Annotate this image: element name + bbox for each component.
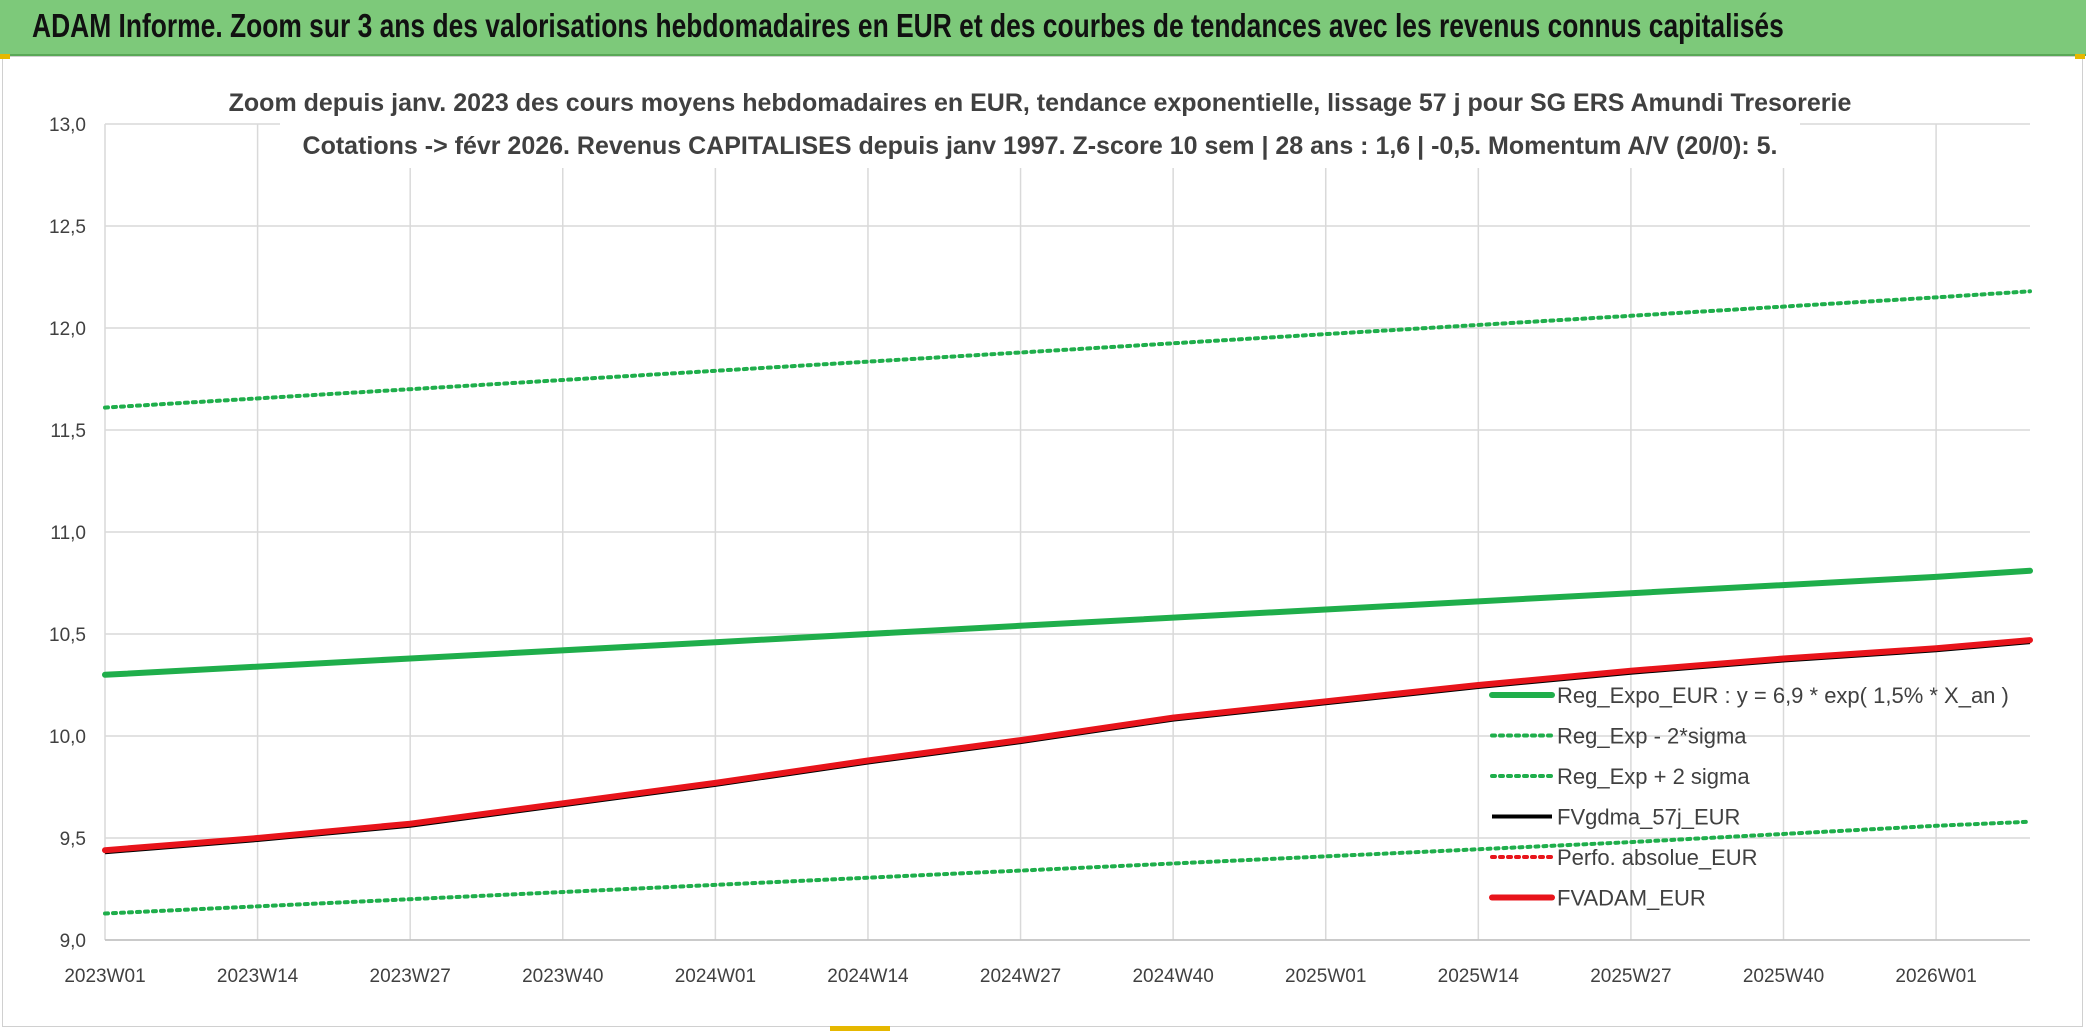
grid-layer [104, 123, 2030, 941]
legend-label-0: Reg_Expo_EUR : y = 6,9 * exp( 1,5% * X_a… [1557, 683, 2009, 708]
chart-legend: Reg_Expo_EUR : y = 6,9 * exp( 1,5% * X_a… [1489, 683, 2009, 911]
report-banner: ADAM Informe. Zoom sur 3 ans des valoris… [0, 0, 2086, 56]
legend-label-4: Perfo. absolue_EUR [1557, 845, 1758, 870]
y-tick-label: 11,0 [50, 523, 86, 544]
y-tick-label: 10,5 [49, 625, 86, 646]
series-line-2 [103, 289, 2032, 410]
legend-label-1: Reg_Exp - 2*sigma [1557, 724, 1747, 749]
x-tick-label: 2024W40 [1132, 966, 1213, 987]
x-tick-label: 2025W01 [1285, 966, 1366, 987]
x-tick-label: 2023W14 [217, 966, 299, 987]
chart-frame [2, 56, 2083, 1027]
series-line-5 [102, 637, 2033, 854]
x-tick-label: 2025W14 [1438, 966, 1520, 987]
title-background [280, 76, 1800, 168]
legend-label-3: FVgdma_57j_EUR [1557, 805, 1740, 830]
x-tick-label: 2024W01 [675, 966, 756, 987]
series-layer [102, 289, 2033, 916]
x-tick-label: 2025W40 [1743, 966, 1824, 987]
y-tick-label: 13,0 [49, 115, 86, 136]
x-tick-label: 2024W14 [827, 966, 909, 987]
legend-label-2: Reg_Exp + 2 sigma [1557, 764, 1750, 789]
x-tick-label: 2023W27 [370, 966, 451, 987]
chart-title-block: Zoom depuis janv. 2023 des cours moyens … [229, 76, 1852, 168]
x-tick-label: 2025W27 [1590, 966, 1671, 987]
y-tick-label: 11,5 [50, 421, 86, 442]
report-title: ADAM Informe. Zoom sur 3 ans des valoris… [32, 7, 1784, 44]
axis-layer: 9,0 9,5 10,0 10,5 11,0 11,5 12,0 12,5 13,0 2023W0… [49, 115, 2030, 987]
y-tick-label: 9,5 [60, 829, 86, 850]
x-tick-label: 2026W01 [1895, 966, 1976, 987]
x-tick-label: 2023W40 [522, 966, 603, 987]
x-tick-label: 2023W01 [64, 966, 145, 987]
series-line-1 [103, 819, 2032, 916]
y-tick-label: 12,0 [49, 319, 86, 340]
y-tick-label: 10,0 [49, 727, 86, 748]
corner-marker [0, 54, 10, 59]
corner-marker [2075, 54, 2085, 59]
corner-marker [830, 1026, 890, 1031]
y-tick-label: 9,0 [60, 931, 86, 952]
series-line-0 [102, 567, 2033, 678]
y-tick-label: 12,5 [49, 217, 86, 238]
x-tick-label: 2024W27 [980, 966, 1061, 987]
chart-title-line-1: Zoom depuis janv. 2023 des cours moyens … [229, 89, 1852, 117]
chart-title-line-2: Cotations -> févr 2026. Revenus CAPITALI… [303, 132, 1778, 160]
legend-label-5: FVADAM_EUR [1557, 886, 1706, 911]
